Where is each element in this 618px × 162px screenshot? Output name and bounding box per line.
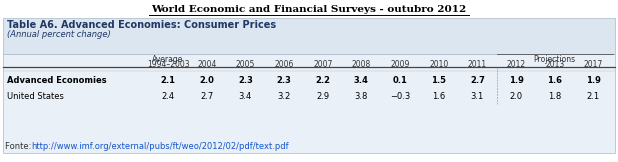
Text: 1.6: 1.6 (432, 92, 446, 101)
Text: 2.1: 2.1 (161, 76, 176, 85)
Text: 2.7: 2.7 (200, 92, 213, 101)
Text: −0.3: −0.3 (390, 92, 410, 101)
Text: 1.9: 1.9 (509, 76, 523, 85)
Text: 3.4: 3.4 (239, 92, 252, 101)
Text: 2.3: 2.3 (238, 76, 253, 85)
Text: 2.0: 2.0 (199, 76, 214, 85)
Text: 3.4: 3.4 (354, 76, 369, 85)
Text: 1.6: 1.6 (547, 76, 562, 85)
Text: 2012: 2012 (506, 60, 525, 69)
Text: 3.8: 3.8 (355, 92, 368, 101)
Text: http://www.imf.org/external/pubs/ft/weo/2012/02/pdf/text.pdf: http://www.imf.org/external/pubs/ft/weo/… (32, 142, 289, 151)
Text: Advanced Economies: Advanced Economies (7, 76, 107, 85)
Text: (Annual percent change): (Annual percent change) (7, 30, 111, 39)
Text: 2006: 2006 (274, 60, 294, 69)
Text: 0.1: 0.1 (392, 76, 407, 85)
Text: Projections: Projections (533, 55, 576, 64)
Text: 2009: 2009 (391, 60, 410, 69)
FancyBboxPatch shape (3, 54, 615, 153)
Text: 2.4: 2.4 (161, 92, 175, 101)
Text: 2.2: 2.2 (315, 76, 330, 85)
Text: 2013: 2013 (545, 60, 564, 69)
Text: 3.1: 3.1 (471, 92, 484, 101)
Text: 2010: 2010 (429, 60, 448, 69)
Text: 2.7: 2.7 (470, 76, 485, 85)
Text: 1994–2003: 1994–2003 (146, 60, 189, 69)
Text: World Economic and Financial Surveys - outubro 2012: World Economic and Financial Surveys - o… (151, 5, 467, 14)
Text: 2.0: 2.0 (509, 92, 523, 101)
FancyBboxPatch shape (3, 18, 615, 54)
Text: Table A6. Advanced Economies: Consumer Prices: Table A6. Advanced Economies: Consumer P… (7, 20, 276, 30)
Text: 2005: 2005 (235, 60, 255, 69)
Text: United States: United States (7, 92, 64, 101)
Text: 2008: 2008 (352, 60, 371, 69)
Text: 2007: 2007 (313, 60, 332, 69)
Text: 2017: 2017 (583, 60, 603, 69)
Text: 2.3: 2.3 (277, 76, 292, 85)
Text: 3.2: 3.2 (277, 92, 290, 101)
Text: Average: Average (153, 55, 184, 64)
Text: 1.5: 1.5 (431, 76, 446, 85)
Text: 1.9: 1.9 (586, 76, 601, 85)
Text: 2.1: 2.1 (586, 92, 600, 101)
Text: 2004: 2004 (197, 60, 216, 69)
Text: 2.9: 2.9 (316, 92, 329, 101)
Text: Fonte:: Fonte: (6, 142, 35, 151)
Text: 2011: 2011 (468, 60, 487, 69)
Text: 1.8: 1.8 (548, 92, 561, 101)
